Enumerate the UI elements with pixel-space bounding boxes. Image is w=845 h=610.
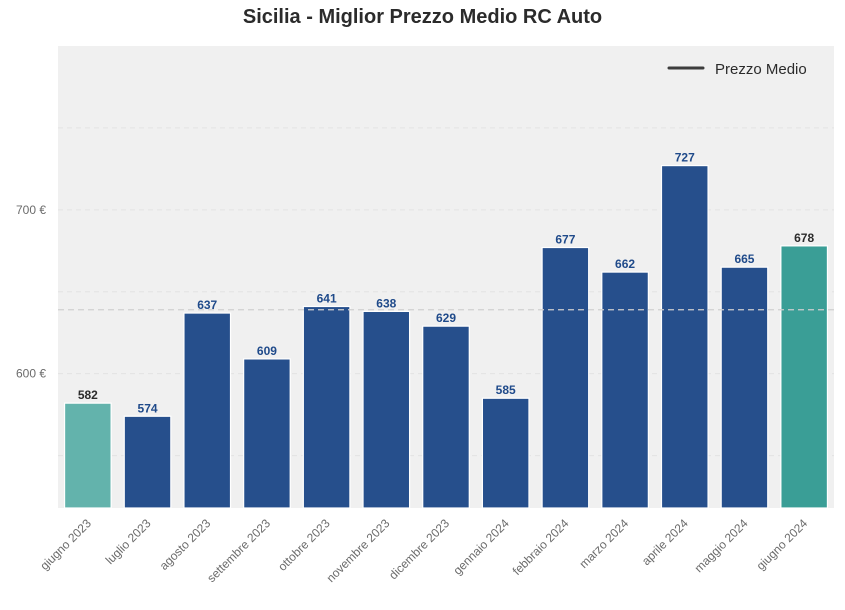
bar-value-label: 678 <box>794 231 814 245</box>
bar <box>660 164 709 509</box>
x-tick-label: marzo 2024 <box>576 516 631 571</box>
bar <box>362 310 411 509</box>
x-tick-label: settembre 2023 <box>204 516 273 585</box>
bar <box>302 305 351 509</box>
x-tick-label: aprile 2024 <box>639 516 691 568</box>
bar-value-label: 677 <box>555 233 575 247</box>
bar-value-label: 665 <box>734 252 754 266</box>
y-tick-label: 700 € <box>16 203 46 217</box>
bar <box>720 266 769 509</box>
y-axis: 600 € 700 € <box>16 203 46 381</box>
y-tick-label: 600 € <box>16 367 46 381</box>
x-tick-label: febbraio 2024 <box>510 516 572 578</box>
bar <box>601 271 649 509</box>
bar <box>183 312 232 509</box>
chart-title: Sicilia - Miglior Prezzo Medio RC Auto <box>242 6 603 28</box>
bar <box>123 415 172 509</box>
x-tick-label: ottobre 2023 <box>275 516 333 574</box>
x-tick-label: giugno 2024 <box>754 516 811 573</box>
bar-value-label: 582 <box>78 388 98 402</box>
bar-value-labels: 582 574 637 609 641 638 629 585 677 662 727 665 678 <box>78 151 815 416</box>
bar <box>63 402 112 509</box>
bar <box>243 358 291 509</box>
bar-value-label: 574 <box>138 401 158 415</box>
bars <box>63 164 829 509</box>
bar <box>481 397 530 509</box>
bar-value-label: 609 <box>257 344 277 358</box>
bar-value-label: 629 <box>436 311 456 325</box>
bar-value-label: 641 <box>317 291 337 305</box>
x-tick-label: maggio 2024 <box>692 516 751 575</box>
bar <box>422 325 470 509</box>
bar-value-label: 727 <box>675 151 695 165</box>
legend-label: Prezzo Medio <box>715 61 807 78</box>
x-tick-label: giugno 2023 <box>37 516 94 573</box>
x-tick-label: novembre 2023 <box>324 516 393 585</box>
legend: Prezzo Medio <box>667 61 807 78</box>
bar-value-label: 662 <box>615 257 635 271</box>
bar <box>780 245 829 509</box>
bar-value-label: 585 <box>496 383 516 397</box>
bar-value-label: 638 <box>376 296 396 310</box>
x-tick-label: dicembre 2023 <box>386 516 452 582</box>
x-tick-label: agosto 2023 <box>157 516 214 573</box>
bar-value-label: 637 <box>197 298 217 312</box>
x-tick-label: gennaio 2024 <box>450 516 512 578</box>
x-axis: giugno 2023 luglio 2023 agosto 2023settemb… <box>37 516 810 585</box>
bar <box>541 246 590 509</box>
x-tick-label: luglio 2023 <box>103 516 154 567</box>
